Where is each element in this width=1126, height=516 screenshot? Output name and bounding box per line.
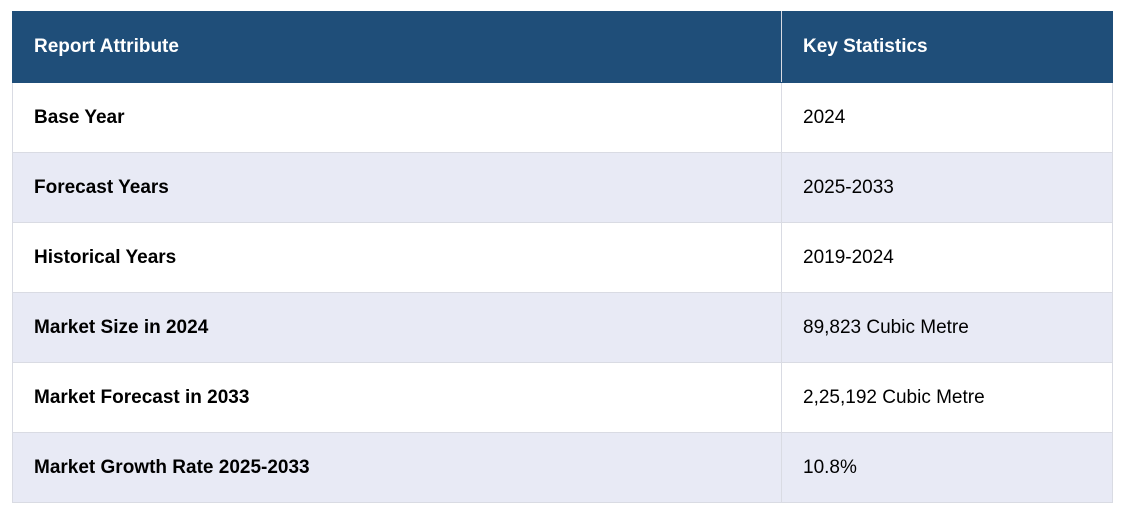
- row-value: 2019-2024: [781, 222, 1113, 293]
- row-value: 2,25,192 Cubic Metre: [781, 362, 1113, 433]
- table-body: Base Year 2024 Forecast Years 2025-2033 …: [12, 82, 1113, 503]
- header-report-attribute: Report Attribute: [12, 11, 782, 83]
- table-row: Base Year 2024: [12, 82, 1113, 153]
- row-value: 2024: [781, 82, 1113, 153]
- report-attributes-table: Report Attribute Key Statistics Base Yea…: [12, 11, 1113, 503]
- report-table-container: Report Attribute Key Statistics Base Yea…: [12, 11, 1113, 503]
- header-key-statistics: Key Statistics: [781, 11, 1113, 83]
- row-attribute: Base Year: [12, 82, 782, 153]
- table-row: Market Growth Rate 2025-2033 10.8%: [12, 432, 1113, 503]
- row-value: 89,823 Cubic Metre: [781, 292, 1113, 363]
- table-row: Market Size in 2024 89,823 Cubic Metre: [12, 292, 1113, 363]
- row-attribute: Forecast Years: [12, 152, 782, 223]
- table-row: Historical Years 2019-2024: [12, 222, 1113, 293]
- row-attribute: Market Growth Rate 2025-2033: [12, 432, 782, 503]
- row-value: 2025-2033: [781, 152, 1113, 223]
- row-attribute: Market Size in 2024: [12, 292, 782, 363]
- row-attribute: Market Forecast in 2033: [12, 362, 782, 433]
- table-row: Forecast Years 2025-2033: [12, 152, 1113, 223]
- table-header: Report Attribute Key Statistics: [12, 11, 1113, 83]
- table-header-row: Report Attribute Key Statistics: [12, 11, 1113, 83]
- row-value: 10.8%: [781, 432, 1113, 503]
- row-attribute: Historical Years: [12, 222, 782, 293]
- table-row: Market Forecast in 2033 2,25,192 Cubic M…: [12, 362, 1113, 433]
